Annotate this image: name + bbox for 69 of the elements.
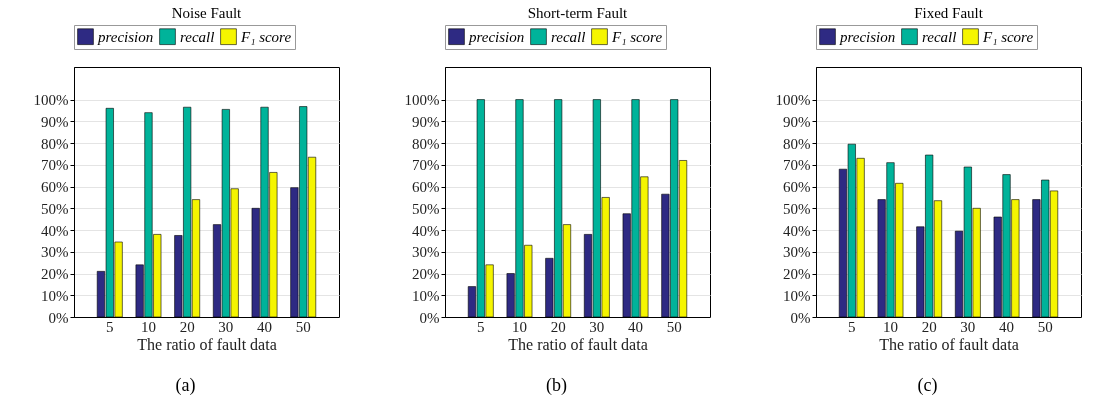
y-tick-label: 80% [782,135,810,152]
legend-label: precision [467,28,524,45]
y-tick-label: 90% [40,113,68,130]
y-tick-label: 100% [33,92,68,109]
y-tick-label: 90% [782,113,810,130]
legend-label: precision [96,28,153,45]
y-tick-label: 60% [411,179,439,196]
y-tick-label: 50% [40,200,68,217]
y-tick-label: 0% [48,309,68,326]
y-tick-label: 70% [782,157,810,174]
text: (b) [546,375,567,396]
chart-title: Short-term Fault [527,4,628,21]
x-tick-label: 50 [1037,318,1053,335]
y-tick-label: 10% [782,287,810,304]
x-tick-label: 5 [105,318,114,335]
x-tick-label: 40 [256,318,272,335]
x-axis-title: The ratio of fault data [136,335,277,353]
x-tick-label: 20 [921,318,937,335]
x-tick-label: 5 [847,318,856,335]
x-tick-label: 50 [295,318,311,335]
x-tick-label: 30 [959,318,975,335]
y-tick-label: 20% [782,266,810,283]
y-tick-label: 40% [782,222,810,239]
text: (c) [917,375,938,396]
x-tick-label: 20 [179,318,195,335]
legend-label: F₁ score [239,28,291,45]
y-tick-label: 40% [40,222,68,239]
legend-label: recall [179,28,214,45]
x-axis-title: The ratio of fault data [878,335,1019,353]
x-tick-label: 5 [476,318,485,335]
y-tick-label: 10% [411,287,439,304]
y-tick-label: 100% [775,92,810,109]
y-tick-label: 90% [411,113,439,130]
y-tick-label: 70% [411,157,439,174]
y-tick-label: 50% [411,200,439,217]
chart-title: Fixed Fault [913,4,984,21]
legend-label: recall [550,28,585,45]
text: (a) [175,375,196,396]
x-tick-label: 10 [140,318,156,335]
x-tick-label: 30 [588,318,604,335]
x-tick-label: 10 [511,318,527,335]
legend-label: F₁ score [610,28,662,45]
y-tick-label: 60% [782,179,810,196]
y-tick-label: 0% [790,309,810,326]
y-tick-label: 30% [40,244,68,261]
x-tick-label: 50 [666,318,682,335]
x-tick-label: 40 [627,318,643,335]
y-tick-label: 30% [782,244,810,261]
legend-label: F₁ score [981,28,1033,45]
y-tick-label: 70% [40,157,68,174]
y-tick-label: 40% [411,222,439,239]
y-tick-label: 80% [411,135,439,152]
x-tick-label: 40 [998,318,1014,335]
y-tick-label: 0% [419,309,439,326]
y-tick-label: 10% [40,287,68,304]
legend-label: recall [921,28,956,45]
chart-title: Noise Fault [171,4,242,21]
x-axis-title: The ratio of fault data [507,335,648,353]
y-tick-label: 100% [404,92,439,109]
x-tick-label: 30 [217,318,233,335]
y-tick-label: 50% [782,200,810,217]
legend-label: precision [838,28,895,45]
x-tick-label: 10 [882,318,898,335]
y-tick-label: 60% [40,179,68,196]
y-tick-label: 20% [40,266,68,283]
x-tick-label: 20 [550,318,566,335]
y-tick-label: 80% [40,135,68,152]
y-tick-label: 30% [411,244,439,261]
y-tick-label: 20% [411,266,439,283]
